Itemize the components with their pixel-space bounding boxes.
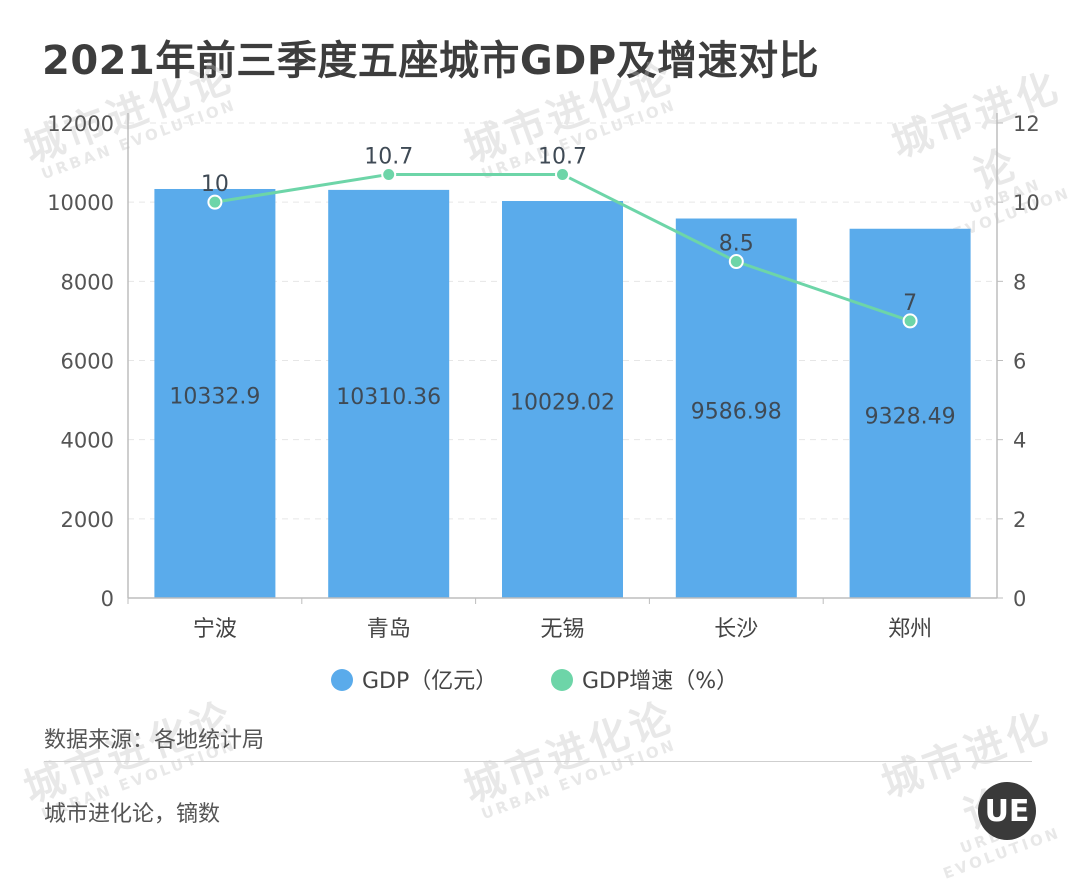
- growth-value-label: 10: [201, 172, 229, 197]
- y-left-tick-label: 8000: [61, 270, 114, 294]
- y-left-tick-label: 10000: [47, 191, 114, 215]
- y-right-tick-label: 10: [1013, 191, 1040, 215]
- y-left-tick-label: 4000: [61, 429, 114, 453]
- divider: [44, 761, 1032, 762]
- growth-value-label: 7: [903, 291, 917, 316]
- data-source: 数据来源：各地统计局: [44, 728, 265, 753]
- y-left-tick-label: 12000: [47, 112, 114, 136]
- growth-point: [555, 166, 570, 182]
- y-right-tick-label: 6: [1013, 350, 1026, 374]
- x-tick-label: 郑州: [888, 617, 932, 642]
- growth-point: [902, 313, 918, 329]
- bar: [849, 228, 971, 599]
- x-tick-label: 长沙: [714, 617, 758, 642]
- legend-gdp-marker: [331, 669, 353, 691]
- growth-value-label: 8.5: [719, 232, 754, 257]
- bar-value-label: 10310.36: [336, 385, 441, 410]
- ue-logo: UE: [978, 782, 1036, 840]
- chart-title: 2021年前三季度五座城市GDP及增速对比: [42, 38, 820, 84]
- growth-point: [728, 254, 744, 270]
- combo-chart: 0 2000 4000 6000 8000 10000 12000 0 2 4 6 8 10 12 1033…: [47, 112, 1040, 694]
- y-right-tick-label: 2: [1013, 508, 1026, 532]
- credit-text: 城市进化论，镝数: [44, 802, 221, 827]
- bar-value-label: 10332.9: [169, 384, 260, 409]
- bar-value-label: 9328.49: [865, 404, 956, 429]
- x-tick-label: 无锡: [540, 617, 584, 642]
- y-right-tick-label: 0: [1013, 587, 1026, 611]
- bar: [502, 201, 623, 599]
- growth-point: [207, 194, 223, 210]
- legend-gdp-label: GDP（亿元）: [362, 669, 497, 694]
- growth-value-label: 10.7: [538, 144, 587, 169]
- growth-value-label: 10.7: [364, 144, 413, 169]
- growth-point: [381, 166, 397, 182]
- legend-growth-label: GDP增速（%）: [582, 669, 738, 694]
- x-tick-label: 宁波: [193, 617, 237, 642]
- y-left-tick-label: 0: [101, 587, 114, 611]
- bar: [675, 218, 797, 598]
- bar: [154, 188, 276, 598]
- bar-value-label: 9586.98: [691, 399, 782, 424]
- y-right-tick-label: 8: [1013, 270, 1026, 294]
- bar: [328, 189, 450, 598]
- y-left-tick-label: 2000: [61, 508, 114, 532]
- legend-growth-marker: [551, 669, 573, 691]
- y-left-tick-label: 6000: [61, 350, 114, 374]
- bar-value-label: 10029.02: [510, 391, 615, 416]
- y-right-tick-label: 4: [1013, 429, 1026, 453]
- y-right-tick-label: 12: [1013, 112, 1040, 136]
- x-tick-label: 青岛: [367, 617, 411, 642]
